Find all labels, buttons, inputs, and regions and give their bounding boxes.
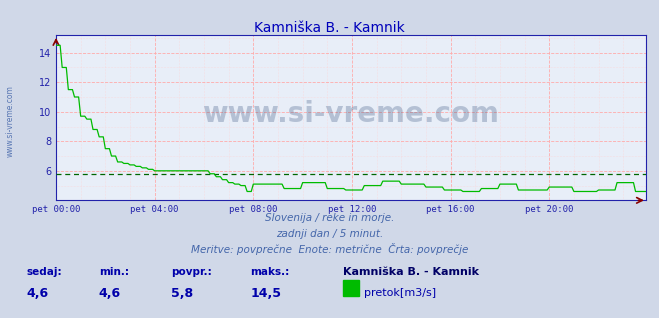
Text: sedaj:: sedaj: — [26, 267, 62, 277]
Text: www.si-vreme.com: www.si-vreme.com — [202, 100, 500, 128]
Text: 4,6: 4,6 — [99, 287, 121, 300]
Text: Meritve: povprečne  Enote: metrične  Črta: povprečje: Meritve: povprečne Enote: metrične Črta:… — [191, 243, 468, 255]
Text: Kamniška B. - Kamnik: Kamniška B. - Kamnik — [254, 21, 405, 35]
Text: www.si-vreme.com: www.si-vreme.com — [5, 85, 14, 157]
Text: pretok[m3/s]: pretok[m3/s] — [364, 288, 436, 298]
Text: Slovenija / reke in morje.: Slovenija / reke in morje. — [265, 213, 394, 223]
Text: min.:: min.: — [99, 267, 129, 277]
Text: 14,5: 14,5 — [250, 287, 281, 300]
Text: 4,6: 4,6 — [26, 287, 49, 300]
Text: zadnji dan / 5 minut.: zadnji dan / 5 minut. — [276, 229, 383, 239]
Text: 5,8: 5,8 — [171, 287, 194, 300]
Text: maks.:: maks.: — [250, 267, 290, 277]
Text: Kamniška B. - Kamnik: Kamniška B. - Kamnik — [343, 267, 478, 277]
Text: povpr.:: povpr.: — [171, 267, 212, 277]
